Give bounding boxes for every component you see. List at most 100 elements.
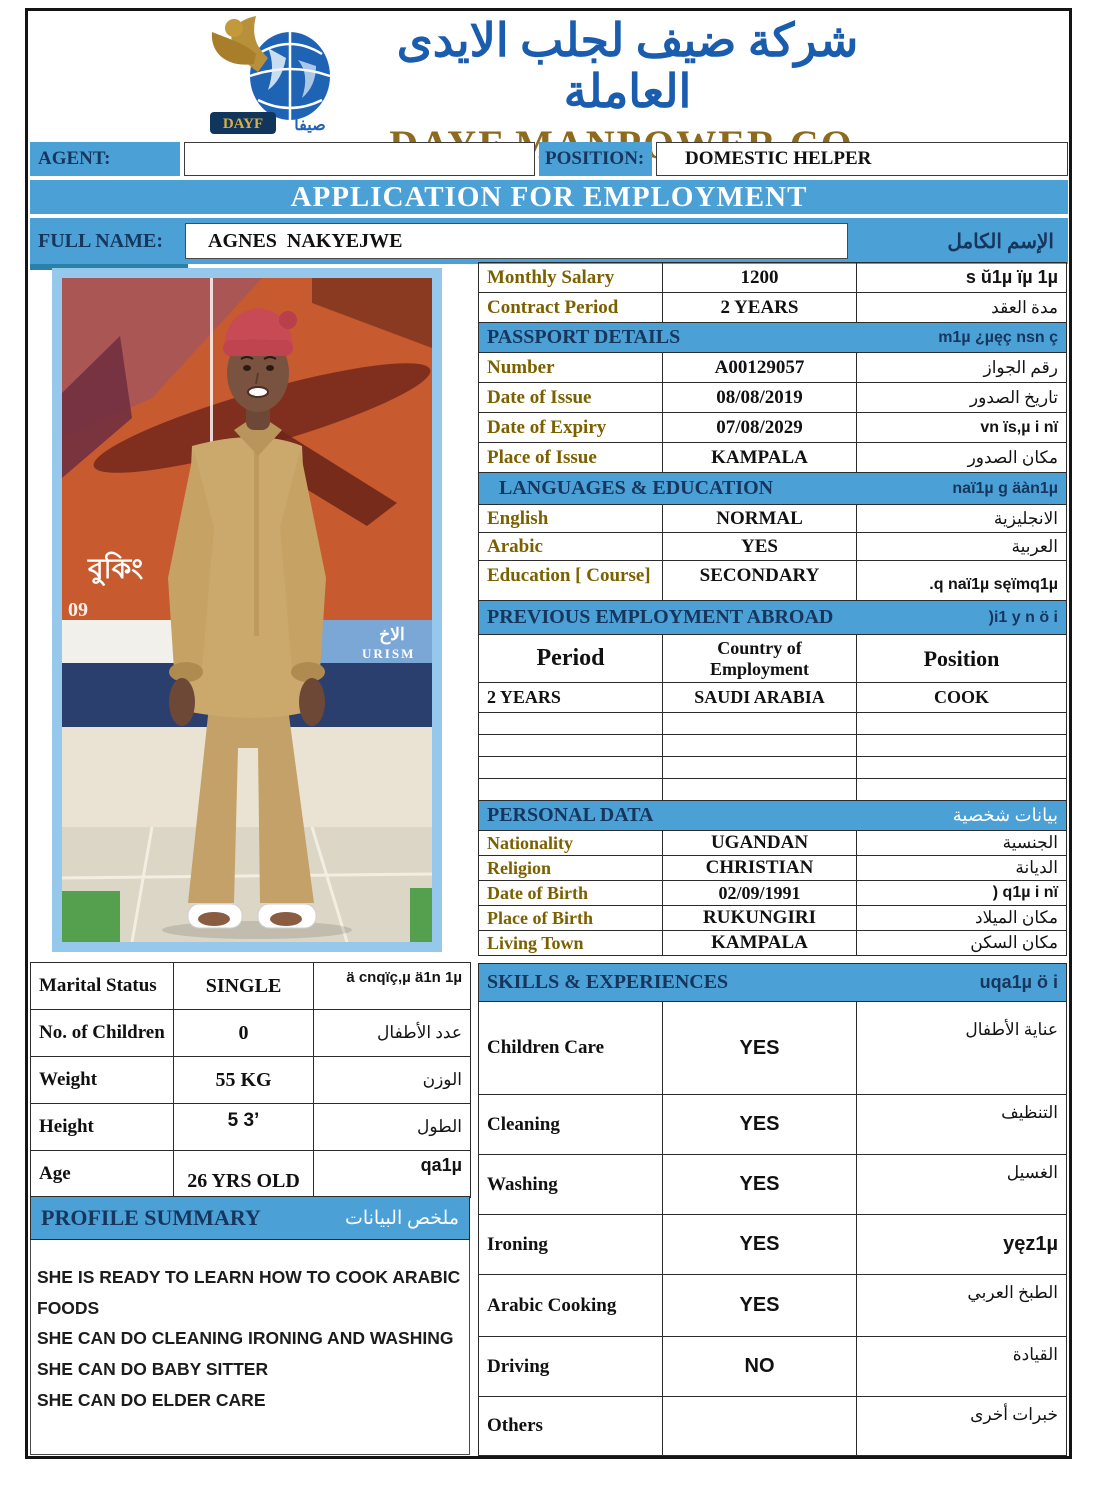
section-title: PREVIOUS EMPLOYMENT ABROAD [487,606,834,628]
table-row: Living Town KAMPALA مكان السكن [478,930,1067,956]
field-value: 0 [173,1009,314,1057]
table-row: Contract Period 2 YEARS مدة العقد [478,292,1067,323]
skill-label-arabic: الطبخ العربي [855,1274,1068,1337]
skill-row: Ironing YES yęz1µ [478,1214,1068,1275]
skill-value: YES [662,1154,857,1215]
poster-text-arabic: الاخ [379,625,404,645]
skill-label-arabic: yęz1µ [855,1214,1068,1275]
skill-row: Children Care YES عناية الأطفال [478,1001,1068,1095]
skill-label: Others [478,1396,663,1456]
full-name-label-arabic: الإسم الكامل [947,230,1054,253]
field-value: KAMPALA [662,442,857,473]
field-label: Arabic [478,532,663,561]
skill-row: Driving NO القيادة [478,1336,1068,1397]
full-name-row: FULL NAME: AGNES NAKYEJWE الإسم الكامل [30,218,1068,264]
skill-label: Arabic Cooking [478,1274,663,1337]
details-table: Monthly Salary 1200 s ŭ1µ ïµ 1µ Contract… [478,262,1067,956]
field-value: 08/08/2019 [662,382,857,413]
skill-label: Children Care [478,1001,663,1095]
employment-row [478,756,1067,779]
table-row: Date of Issue 08/08/2019 تاريخ الصدور [478,382,1067,413]
field-label-arabic: الطول [313,1103,471,1151]
field-label: Monthly Salary [478,262,663,293]
skill-label: Washing [478,1154,663,1215]
column-header: Country of Employment [662,634,857,683]
field-value: NORMAL [662,504,857,533]
skill-row: Washing YES الغسيل [478,1154,1068,1215]
column-header: Position [856,634,1067,683]
field-label: Education [ Course] [478,560,663,601]
poster-text-number: 09 [68,599,88,621]
table-row: Place of Birth RUKUNGIRI مكان الميلاد [478,905,1067,931]
profile-line: SHE IS READY TO LEARN HOW TO COOK ARABIC… [37,1267,461,1318]
field-label-arabic: الجنسية [856,830,1067,856]
field-label-arabic: الديانة [856,855,1067,881]
skill-label-arabic: الغسيل [855,1154,1068,1215]
position-label: POSITION: [539,142,652,176]
field-value: 07/08/2029 [662,412,857,443]
employment-country [662,778,857,801]
skill-row: Others خبرات أخرى [478,1396,1068,1456]
logo-text-arabic: صيفا [294,117,325,134]
skill-label-arabic: القيادة [855,1336,1068,1397]
poster-text-bengali: বুকিং [87,551,143,586]
agent-position-row: AGENT: POSITION: DOMESTIC HELPER [30,142,1068,176]
table-row: Nationality UGANDAN الجنسية [478,830,1067,856]
field-label: Place of Issue [478,442,663,473]
section-title: PROFILE SUMMARY [41,1205,261,1230]
employment-period [478,734,663,757]
profile-line: SHE CAN DO CLEANING IRONING AND WASHING [37,1328,454,1349]
field-label: Date of Expiry [478,412,663,443]
employment-row: 2 YEARS SAUDI ARABIA COOK [478,682,1067,713]
field-label: Place of Birth [478,905,663,931]
field-label-arabic: ) q1µ i nï [856,880,1067,906]
employment-country [662,734,857,757]
field-label: Contract Period [478,292,663,323]
position-value: DOMESTIC HELPER [656,142,1068,176]
employment-header-row: Period Country of Employment Position [478,634,1067,683]
field-label-arabic: vn ïs,µ i nï [856,412,1067,443]
field-label-arabic: مكان الصدور [856,442,1067,473]
skill-label: Cleaning [478,1094,663,1155]
skill-label-arabic: خبرات أخرى [855,1396,1068,1456]
field-label: Nationality [478,830,663,856]
divider-strip [30,264,188,270]
full-name-label: FULL NAME: [38,229,163,252]
table-row: No. of Children 0 عدد الأطفال [30,1009,471,1057]
field-value: 2 YEARS [662,292,857,323]
field-label: Number [478,352,663,383]
section-banner-employment: PREVIOUS EMPLOYMENT ABROAD )i1 y n ö i [478,600,1067,635]
section-title-arabic: بيانات شخصية [952,805,1058,825]
skill-value: NO [662,1336,857,1397]
section-title-arabic: uqa1µ ö i [979,972,1059,992]
employment-period [478,778,663,801]
skill-value [662,1396,857,1456]
field-label-arabic: qa1µ [313,1150,471,1198]
field-value: 5 3’ [173,1103,314,1151]
employment-row [478,734,1067,757]
skill-value: YES [662,1001,857,1095]
section-banner-passport: PASSPORT DETAILS m1µ ¿µęç nsn ç [478,322,1067,353]
full-name-value: AGNES NAKYEJWE [185,223,848,259]
section-title-arabic: )i1 y n ö i [988,608,1058,626]
field-label: English [478,504,663,533]
poster-text-tourism: URISM [362,646,415,661]
field-label-arabic: تاريخ الصدور [856,382,1067,413]
table-row: Height 5 3’ الطول [30,1103,471,1151]
field-label-arabic: مدة العقد [856,292,1067,323]
employment-period [478,712,663,735]
field-value: RUKUNGIRI [662,905,857,931]
skill-label-arabic: التنظيف [855,1094,1068,1155]
field-value: 02/09/1991 [662,880,857,906]
employment-country [662,756,857,779]
field-label: Age [30,1150,174,1198]
field-label-arabic: .q naï1µ sęïmq1µ [856,560,1067,601]
field-label: Height [30,1103,174,1151]
field-value: CHRISTIAN [662,855,857,881]
agent-label: AGENT: [30,142,180,176]
table-row: Number A00129057 رقم الجواز [478,352,1067,383]
employment-period: 2 YEARS [478,682,663,713]
field-value: 1200 [662,262,857,293]
field-value: YES [662,532,857,561]
